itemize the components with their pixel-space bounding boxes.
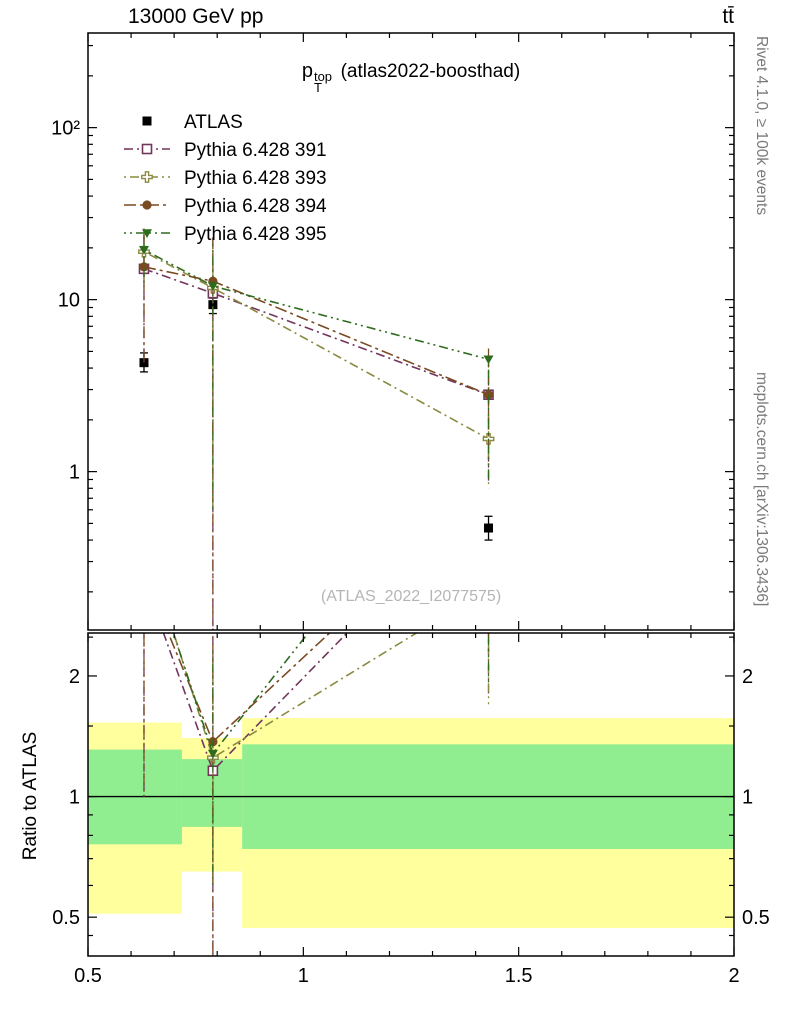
tick-label: 1 — [298, 965, 309, 987]
tick-label: 0.5 — [742, 907, 770, 929]
marker-filled-triangle-down — [207, 749, 218, 759]
series-pythia-6.428-394 — [139, 234, 494, 630]
marker-filled-circle — [484, 480, 493, 489]
tick-label: 2 — [728, 965, 739, 987]
marker-filled-triangle-down — [142, 229, 152, 238]
legend-label: Pythia 6.428 394 — [184, 196, 327, 217]
main-series — [138, 228, 495, 630]
series-pythia-6.428-393 — [138, 228, 495, 510]
marker-filled-triangle-down — [483, 355, 494, 365]
beam-energy-title: 13000 GeV pp — [128, 5, 264, 28]
marker-filled-triangle-down — [207, 282, 218, 292]
observable-symbol: p — [301, 60, 313, 82]
marker-filled-triangle-down — [139, 539, 149, 548]
observable-superscript: top — [313, 69, 333, 84]
tick-label: 1.5 — [505, 965, 533, 987]
ratio-series-pythia-6.428-395 — [139, 539, 490, 886]
marker-filled-circle — [142, 200, 152, 210]
legend: ATLAS Pythia 6.428 391 Pythia 6.428 393 Pyt… — [124, 112, 327, 245]
process-label: tt̄ — [722, 5, 734, 28]
ratio-axis-label: Ratio to ATLAS — [20, 731, 41, 861]
observable-subscript: T — [313, 80, 322, 95]
marker-open-square — [484, 483, 493, 492]
tick-label: 2 — [69, 666, 80, 688]
tick-label: 1 — [742, 787, 753, 809]
marker-open-square — [139, 574, 148, 583]
marker-open-square — [141, 143, 153, 155]
ratio-frame — [87, 632, 735, 957]
legend-label: ATLAS — [184, 112, 243, 133]
tick-label: 10 — [58, 290, 80, 312]
series-pythia-6.428-395 — [138, 231, 494, 510]
tick-label: 1 — [69, 462, 80, 484]
tick-label: 2 — [742, 666, 753, 688]
tick-label: 0.5 — [74, 965, 102, 987]
marker-filled-circle — [139, 569, 148, 578]
ratio-series — [139, 480, 493, 956]
marker-filled-square — [142, 116, 152, 126]
observable-title: p top T (atlas2022-boosthad) — [88, 60, 734, 95]
observable-supsub: top T — [313, 69, 333, 95]
series-pythia-6.428-391 — [138, 234, 494, 630]
tick-label: 0.5 — [52, 907, 80, 929]
marker-filled-triangle-down — [138, 245, 149, 255]
legend-label: Pythia 6.428 393 — [184, 168, 327, 189]
marker-open-cross — [141, 171, 153, 183]
marker-filled-square — [484, 523, 494, 533]
rivet-version-caption: Rivet 4.1.0, ≥ 100k events — [753, 36, 770, 216]
analysis-id-watermark: (ATLAS_2022_I2077575) — [320, 588, 502, 605]
marker-filled-circle — [139, 262, 149, 272]
marker-open-cross — [139, 534, 149, 544]
legend-label: Pythia 6.428 391 — [184, 140, 327, 161]
mcplots-caption: mcplots.cern.ch [arXiv:1306.3436] — [753, 372, 770, 607]
legend-label: Pythia 6.428 395 — [184, 224, 327, 245]
tick-label: 1 — [69, 787, 80, 809]
analysis-variant-label: (atlas2022-boosthad) — [340, 61, 521, 82]
ratio-bands — [88, 718, 734, 928]
marker-filled-square — [208, 300, 218, 310]
tick-label: 10² — [51, 118, 80, 140]
series-atlas — [139, 297, 494, 541]
main-frame — [87, 32, 735, 631]
